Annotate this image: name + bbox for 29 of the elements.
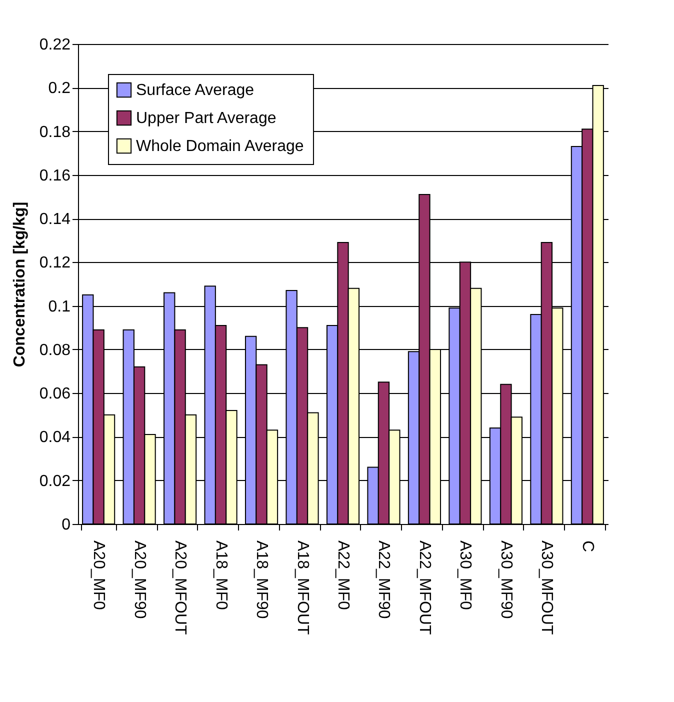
y-tick-label: 0.12 (39, 254, 71, 272)
y-tick-label: 0.16 (39, 167, 71, 184)
y-tick-label: 0 (62, 516, 71, 534)
y-tick-label: 0.06 (39, 386, 71, 403)
legend-label: Whole Domain Average (136, 138, 304, 155)
x-tick-label: A20_MF90 (130, 540, 148, 619)
x-tick-label: A30_MF0 (456, 540, 474, 610)
x-tick-label: A22_MF0 (334, 540, 352, 610)
x-tick-label: A30_MF90 (497, 540, 514, 619)
x-tick-label: A22_MFOUT (416, 540, 433, 635)
x-tick-label: A18_MF90 (253, 540, 270, 619)
y-tick-label: 0.2 (48, 80, 71, 98)
x-tick-label: C (578, 540, 596, 552)
x-tick-label: A20_MF0 (90, 540, 108, 610)
legend-label: Upper Part Average (136, 110, 276, 127)
y-tick-label: 0.22 (39, 36, 71, 54)
y-tick-label: 0.1 (48, 298, 71, 316)
legend-label: Surface Average (136, 82, 254, 99)
x-tick-label: A18_MF0 (212, 540, 230, 610)
y-axis-title: Concentration [kg/kg] (11, 202, 28, 368)
y-tick-label: 0.08 (39, 342, 71, 359)
y-tick-label: 0.02 (39, 472, 71, 490)
x-tick-label: A20_MFOUT (172, 540, 189, 635)
y-tick-label: 0.14 (39, 211, 71, 228)
y-tick-label: 0.04 (39, 429, 71, 446)
x-tick-label: A22_MF90 (375, 540, 392, 619)
x-tick-label: A18_MFOUT (294, 540, 311, 635)
x-tick-label: A30_MFOUT (538, 540, 556, 635)
y-tick-label: 0.18 (39, 124, 71, 141)
